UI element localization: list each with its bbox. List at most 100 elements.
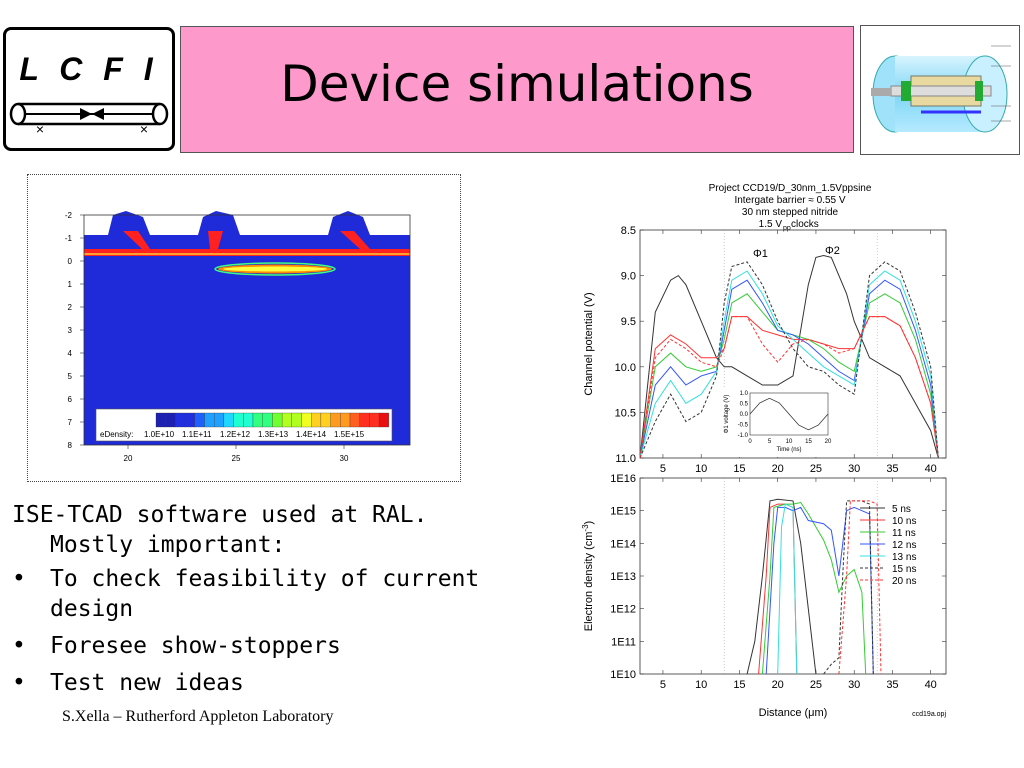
series-line-5 [823,500,874,675]
y-tick-label: 1E10 [610,669,636,681]
inset-y-tick: 0.0 [740,412,749,418]
series-line-6 [639,316,939,459]
legend-entry: 15 ns [892,564,916,575]
y-tick-label: 9.5 [621,316,636,328]
lcfi-logo: L C F I × × [3,27,175,151]
colorbar-swatch [311,412,322,428]
footer-credit: S.Xella – Rutherford Appleton Laboratory [62,708,334,725]
bullet-marker: • [12,566,26,592]
sim-x-tick: 25 [232,454,241,463]
x-tick-label: 25 [810,463,822,475]
bullet-marker: • [12,670,26,696]
x-tick-label: 20 [772,679,784,691]
series-line-4 [777,503,798,675]
svg-text:×: × [36,121,44,137]
sim-y-tick: 6 [68,395,73,404]
y-tick-label: 1E14 [610,538,636,550]
logo-text: L C F I [19,51,158,87]
y-tick-label: 1E12 [610,604,636,616]
x-tick-label: 15 [733,463,745,475]
series-line-4 [639,270,939,459]
lcfi-logo-graphic: L C F I × × [9,51,169,137]
x-tick-label: 30 [848,679,860,691]
colorbar-swatch [359,412,370,428]
plot-frame [639,229,947,459]
svg-text:×: × [140,121,148,137]
colorbar-swatch [204,412,215,428]
sim-y-tick: 4 [68,349,73,358]
colorbar-swatch [194,412,205,428]
colorbar-swatch [320,412,331,428]
chart-title: Project CCD19/D_30nm_1.5Vppsine [709,183,872,194]
legend-value: 1.5E+15 [334,430,365,439]
colorbar-swatch [369,412,380,428]
x-tick-label: 5 [660,463,666,475]
legend-value: 1.0E+10 [144,430,175,439]
bullet-item: • Foresee show-stoppers [12,631,472,661]
colorbar-swatch [272,412,283,428]
bullet-marker: • [12,633,26,659]
legend-value: 1.1E+11 [182,430,212,439]
series-line-5 [639,261,939,459]
legend-entry: 12 ns [892,540,916,551]
y-tick-label: 10.5 [615,407,636,419]
legend-value: 1.3E+13 [258,430,289,439]
bullet-text: Test new ideas [50,670,244,696]
colorbar-swatch [155,412,166,428]
legend-entry: 20 ns [892,576,916,587]
colorbar-swatch [340,412,351,428]
bullet-text: To check feasibility of current [50,566,480,592]
intro-line-2: Mostly important: [50,532,286,558]
series-line-2 [761,501,867,675]
x-tick-label: 40 [925,679,937,691]
x-tick-label: 35 [886,679,898,691]
inset-y-tick: 1.0 [740,391,749,397]
inset-x-tick: 10 [786,439,793,445]
page-title: Device simulations [280,55,754,113]
series-line-3 [765,506,874,675]
chart-subtitle-1: Intergate barrier ≈ 0.55 V [734,195,845,206]
y-tick-label: 10.0 [615,362,636,374]
colorbar-swatch [165,412,176,428]
colorbar-swatch [301,412,312,428]
legend-entry: 10 ns [892,516,916,527]
chart-subtitle-2: 30 nm stepped nitride [742,207,839,218]
colorbar-swatch [291,412,302,428]
intro-line-1: ISE-TCAD software used at RAL. [12,502,428,528]
y-tick-label: 11.0 [615,453,636,465]
inset-y-label: Φ1 voltage (V) [724,395,730,434]
inset-x-tick: 5 [768,439,772,445]
inset-x-tick: 15 [805,439,812,445]
y-tick-label: 1E15 [610,506,636,518]
inset-x-tick: 0 [748,439,752,445]
legend-entry: 13 ns [892,552,916,563]
chart-subtitle-3b: pp [783,225,791,232]
sim-y-tick: -1 [65,234,73,243]
series-line-6 [838,500,882,675]
bullet-item: • Test new ideas [12,668,472,698]
y-tick-label: 9.0 [621,271,636,283]
legend-label: eDensity: [100,430,133,439]
legend-value: 1.4E+14 [296,430,327,439]
x-tick-label: 5 [660,679,666,691]
sim-y-tick: 8 [68,441,73,450]
title-banner: Device simulations [180,26,854,153]
colorbar-swatch [349,412,360,428]
series-line-0 [639,254,939,459]
bullet-list: ISE-TCAD software used at RAL. Mostly im… [12,500,479,698]
y-axis-label-density: Electron density (cm-3) [581,521,595,631]
simulation-plot: -2 -1 0 1 2 3 4 5 6 7 8 20 25 30 eDensity: 1.0E+10 1.… [27,174,461,482]
phi2-annotation: Φ2 [825,245,840,257]
inset-series-line [749,397,829,431]
sim-y-tick: 5 [68,372,73,381]
colorbar-swatch [243,412,254,428]
x-tick-label: 30 [848,463,860,475]
y-tick-label: 1E11 [611,636,636,648]
x-tick-label: 40 [925,463,937,475]
bullet-item: • To check feasibility of current design [12,564,479,624]
x-axis-label: Distance (μm) [759,707,828,719]
colorbar-swatch [214,412,225,428]
simulation-graphic: -2 -1 0 1 2 3 4 5 6 7 8 20 25 30 eDensity: 1.0E+10 1.… [65,211,411,463]
legend-entry: 5 ns [892,504,911,515]
inset-x-tick: 20 [825,439,832,445]
